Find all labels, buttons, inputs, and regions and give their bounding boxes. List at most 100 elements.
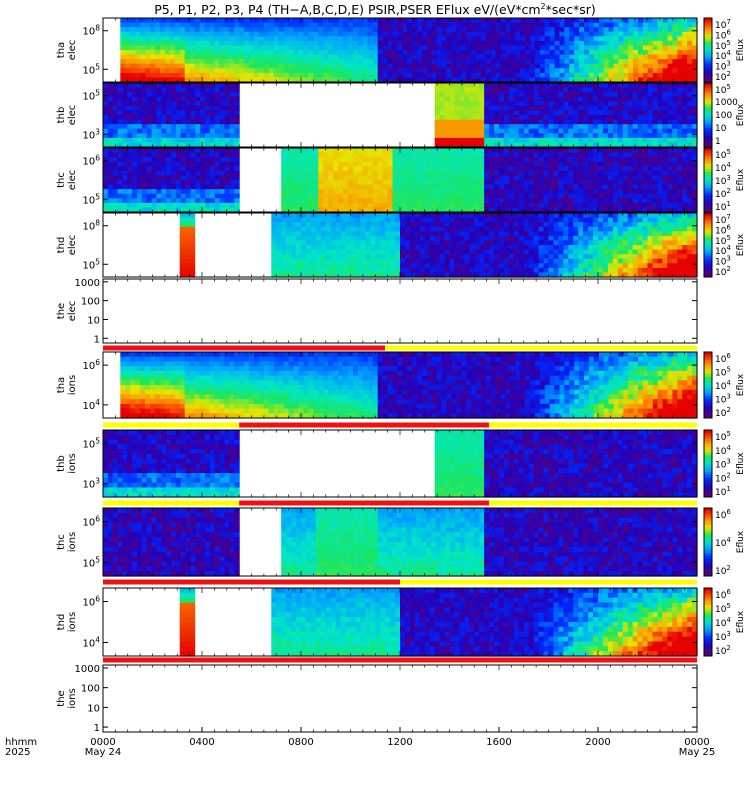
spectrogram-cell (249, 59, 255, 65)
colorbar-swatch (704, 79, 712, 83)
spectrogram-cell (229, 83, 235, 89)
spectrogram-cell (484, 198, 490, 204)
spectrogram-cell (328, 184, 334, 190)
spectrogram-cell (451, 77, 457, 83)
spectrogram-cell (209, 68, 215, 74)
spectrogram-cell (303, 18, 310, 24)
spectrogram-cell (333, 198, 339, 204)
spectrogram-cell (495, 77, 502, 83)
spectrogram-cell (617, 202, 624, 209)
spectrogram-cell (445, 189, 452, 195)
spectrogram-cell (464, 92, 470, 98)
spectrogram-cell (219, 40, 225, 47)
spectrogram-cell (286, 170, 293, 177)
spectrogram-cell (588, 105, 594, 112)
spectrogram-cell (377, 18, 384, 24)
spectrogram-cell (647, 184, 654, 190)
spectrogram-cell (518, 198, 525, 204)
spectrogram-cell (672, 59, 678, 65)
spectrogram-cell (214, 166, 221, 172)
spectrogram-cell (598, 207, 604, 213)
spectrogram-cell (169, 77, 176, 83)
spectrogram-cell (214, 105, 221, 112)
spectrogram-cell (145, 18, 151, 24)
spectrogram-cell (169, 59, 176, 65)
spectrogram-cell (518, 175, 525, 181)
spectrogram-cell (180, 87, 187, 93)
spectrogram-cell (214, 124, 221, 130)
spectrogram-cell (633, 31, 639, 37)
spectrogram-cell (543, 119, 550, 125)
spectrogram-cell (190, 207, 196, 213)
spectrogram-cell (667, 157, 673, 163)
spectrogram-cell (612, 189, 619, 195)
spectrogram-cell (179, 249, 186, 255)
spectrogram-cell (174, 45, 181, 51)
spectrogram-cell (395, 245, 401, 251)
spectrogram-cell (352, 184, 359, 190)
spectrogram-cell (355, 254, 361, 260)
spectrogram-cell (672, 101, 678, 107)
spectrogram-cell (484, 124, 490, 130)
spectrogram-cell (145, 63, 151, 69)
spectrogram-cell (112, 101, 119, 107)
spectrogram-cell (189, 267, 196, 274)
spectrogram-cell (538, 175, 545, 181)
spectrogram-cell (224, 198, 230, 204)
spectrogram-cell (518, 161, 525, 167)
spectrogram-cell (558, 193, 564, 199)
spectrogram-cell (652, 72, 659, 79)
spectrogram-cell (140, 54, 146, 60)
spectrogram-cell (459, 119, 465, 125)
spectrogram-cell (657, 137, 663, 144)
spectrogram-cell (249, 22, 255, 28)
spectrogram-cell (161, 152, 167, 158)
spectrogram-cell (652, 152, 658, 158)
spectrogram-cell (647, 175, 654, 181)
spectrogram-cell (657, 175, 663, 181)
spectrogram-cell (214, 92, 221, 98)
spectrogram-cell (628, 36, 634, 42)
spectrogram-cell (169, 50, 176, 56)
title-superscript: 2 (540, 2, 546, 11)
spectrogram-cell (495, 63, 502, 69)
spectrogram-cell (313, 27, 319, 33)
spectrogram-cell (440, 161, 447, 167)
spectrogram-cell (444, 119, 451, 125)
spectrogram-cell (303, 59, 310, 65)
spectrogram-cell (548, 170, 555, 177)
spectrogram-cell (151, 105, 158, 112)
spectrogram-cell (574, 40, 580, 47)
spectrogram-cell (140, 59, 146, 65)
spectrogram-cell (417, 68, 423, 74)
spectrogram-cell (568, 189, 574, 195)
spectrogram-cell (229, 31, 235, 37)
spectrogram-cell (417, 59, 423, 65)
spectrogram-cell (407, 148, 413, 154)
spectrogram-cell (632, 87, 639, 93)
spectrogram-cell (692, 18, 698, 24)
spectrogram-cell (489, 115, 495, 121)
spectrogram-cell (469, 87, 475, 93)
spectrogram-cell (513, 193, 520, 199)
spectrogram-cell (189, 54, 196, 60)
y-axis-label: elec (67, 105, 78, 126)
spectrogram-cell (652, 124, 658, 130)
spectrogram-cell (303, 27, 310, 33)
spectrogram-cell (156, 142, 162, 148)
spectrogram-cell (494, 207, 500, 213)
spectrogram-cell (229, 180, 235, 186)
spectrogram-cell (239, 36, 245, 42)
spectrogram-cell (632, 137, 639, 144)
spectrogram-cell (141, 202, 148, 209)
spectrogram-cell (229, 184, 235, 190)
spectrogram-cell (667, 175, 673, 181)
spectrogram-cell (469, 119, 475, 125)
spectrogram-cell (523, 207, 530, 213)
spectrogram-cell (402, 170, 408, 177)
spectrogram-cell (588, 27, 595, 33)
spectrogram-cell (375, 258, 381, 264)
spectrogram-cell (508, 133, 515, 139)
spectrogram-cell (657, 96, 663, 102)
spectrogram-cell (549, 36, 556, 42)
